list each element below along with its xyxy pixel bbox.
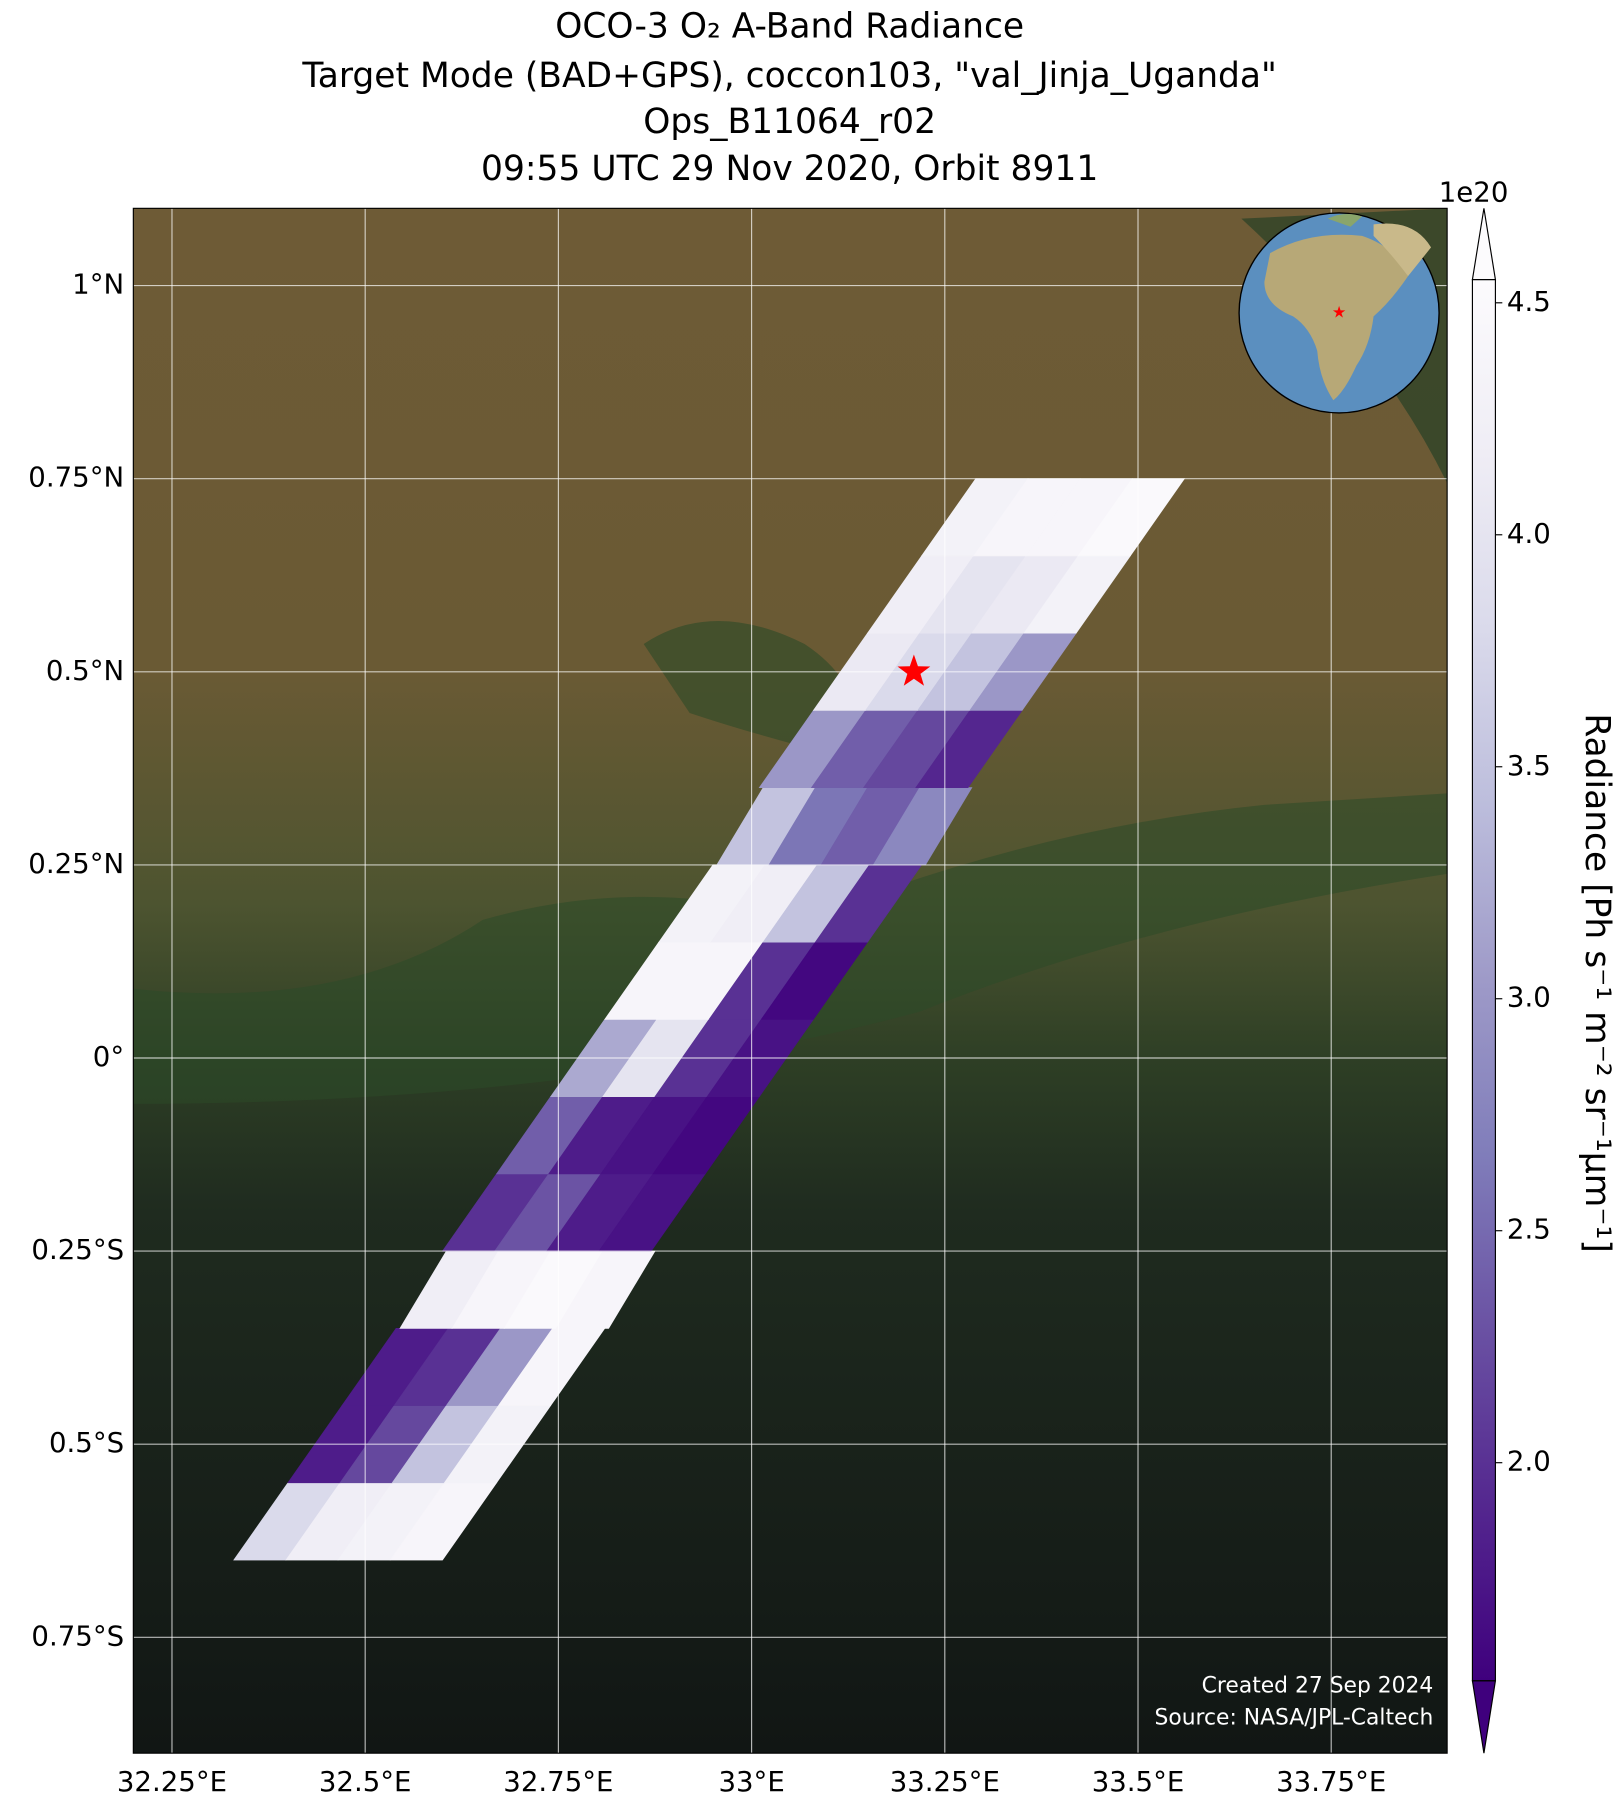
x-tick-label: 32.5°E (319, 1765, 412, 1796)
x-tick-label: 33°E (718, 1765, 784, 1796)
title-line: 09:55 UTC 29 Nov 2020, Orbit 8911 (481, 149, 1098, 189)
grid (133, 208, 1448, 1754)
colorbar-exponent: 1e20 (1439, 175, 1509, 208)
target-star (897, 654, 931, 686)
y-tick-label: 0.75°N (28, 461, 124, 494)
title-line: Ops_B11064_r02 (643, 102, 936, 142)
colorbar-tick-label: 3.5 (1507, 749, 1551, 782)
colorbar-scale (1472, 279, 1496, 1681)
colorbar-tick-label: 2.0 (1507, 1445, 1551, 1478)
map-frame (132, 207, 1448, 1754)
x-tick-label: 33.25°E (890, 1765, 1000, 1796)
globe-inset: ★ (1238, 212, 1440, 414)
colorbar-extend-max (1471, 208, 1497, 281)
y-tick-label: 0.25°S (31, 1233, 124, 1266)
y-tick-label: 0° (93, 1040, 124, 1073)
map-area (133, 208, 1448, 1754)
colorbar-tick-label: 3.0 (1507, 981, 1551, 1014)
globe-target-star: ★ (1332, 302, 1346, 321)
title-line: OCO-3 O₂ A-Band Radiance (555, 6, 1024, 46)
colorbar-frame (1471, 279, 1496, 1682)
colorbar-tick-label: 4.0 (1507, 517, 1551, 550)
basemap-patch (643, 620, 857, 759)
colorbar-label: Radiance [Ph s⁻¹ m⁻² sr⁻¹μm⁻¹] (1577, 713, 1617, 1252)
colorbar-tick-label: 4.5 (1507, 285, 1551, 318)
x-tick-label: 33.5°E (1092, 1765, 1185, 1796)
y-tick-label: 1°N (72, 268, 124, 301)
colorbar: 2.0 2.5 3.0 3.5 4.0 4.5 1e20 Radiance [Ph s⁻¹ m… (1439, 175, 1617, 1754)
y-tick-label: 0.25°N (28, 847, 124, 880)
y-tick-label: 0.75°S (31, 1619, 124, 1652)
x-tick-label: 33.75°E (1276, 1765, 1386, 1796)
title-line: Target Mode (BAD+GPS), coccon103, "val_J… (301, 56, 1277, 96)
x-tick-label: 32.25°E (117, 1765, 227, 1796)
colorbar-tick-label: 2.5 (1507, 1213, 1551, 1246)
x-tick-label: 32.75°E (503, 1765, 613, 1796)
annotation: Created 27 Sep 2024 (1202, 1674, 1434, 1699)
y-tick-label: 0.5°N (46, 654, 124, 687)
annotation: Source: NASA/JPL-Caltech (1154, 1706, 1433, 1731)
globe-land (1373, 223, 1432, 277)
colorbar-extend-min (1471, 1680, 1497, 1754)
globe-land (1327, 213, 1363, 227)
globe-land (1264, 234, 1409, 401)
y-tick-label: 0.5°S (49, 1426, 124, 1459)
